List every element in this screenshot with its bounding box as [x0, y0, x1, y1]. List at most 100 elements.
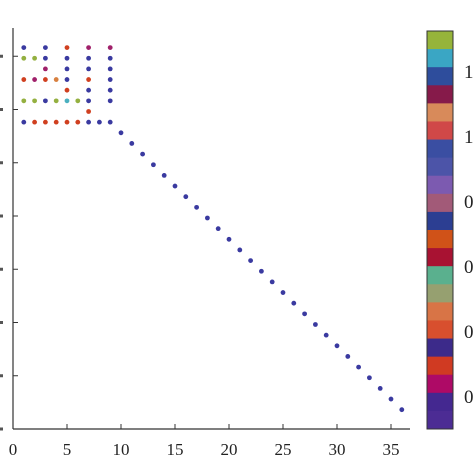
y-tick-label-fragment — [0, 427, 3, 431]
colorbar-tick-label: 1 — [464, 127, 474, 148]
data-point — [107, 119, 113, 125]
data-point — [32, 119, 37, 125]
data-point — [107, 77, 113, 82]
y-axis — [0, 54, 18, 431]
data-point — [151, 162, 156, 168]
data-point — [194, 204, 200, 210]
colorbar-tick-label: 0 — [464, 322, 474, 343]
colorbar-segment — [427, 410, 453, 430]
data-point — [313, 322, 318, 327]
data-point — [280, 290, 286, 295]
colorbar: 1 1 0 0 0 0 — [426, 30, 474, 430]
data-point — [86, 119, 91, 125]
colorbar-segment — [427, 248, 453, 267]
data-point — [86, 98, 91, 104]
data-point — [107, 98, 113, 104]
data-point — [53, 119, 59, 125]
data-point — [43, 119, 48, 125]
colorbar-tick-label: 1 — [464, 62, 474, 83]
data-point — [64, 98, 70, 104]
data-point — [259, 268, 264, 274]
y-tick-label-fragment — [0, 161, 3, 165]
y-tick-label-fragment — [0, 108, 3, 111]
data-point — [107, 45, 113, 50]
colorbar-frame — [426, 30, 454, 430]
data-point — [345, 354, 351, 359]
colorbar-segment — [427, 356, 453, 376]
colorbar-tick-label: 0 — [464, 387, 474, 408]
data-point — [237, 247, 243, 253]
colorbar-segment — [427, 49, 453, 68]
data-point — [388, 396, 394, 402]
data-point — [86, 66, 91, 72]
data-point — [205, 215, 210, 221]
data-point — [269, 279, 275, 285]
colorbar-segment — [427, 85, 453, 104]
y-tick-label-fragment — [0, 374, 3, 378]
data-point — [248, 258, 254, 263]
data-point — [32, 98, 37, 104]
y-tick-label-fragment — [0, 267, 3, 271]
data-point — [86, 77, 91, 82]
data-point — [21, 45, 27, 50]
colorbar-segment — [427, 392, 453, 412]
data-point — [107, 66, 113, 72]
data-point — [129, 141, 135, 146]
data-point — [97, 119, 102, 125]
data-point — [43, 55, 48, 61]
data-point — [215, 226, 221, 232]
y-tick-label-fragment — [0, 54, 3, 58]
data-point — [21, 77, 27, 82]
data-point — [21, 55, 27, 61]
x-tick-label: 15 — [167, 440, 184, 459]
data-point — [291, 300, 297, 306]
data-point — [75, 98, 81, 104]
colorbar-segment — [427, 211, 453, 231]
data-point — [32, 55, 37, 61]
data-point — [107, 55, 113, 61]
data-point — [64, 55, 70, 61]
colorbar-segment — [427, 266, 453, 285]
colorbar-segment — [427, 320, 453, 340]
colorbar-segment — [427, 157, 453, 177]
colorbar-segment — [427, 67, 453, 86]
data-point — [86, 87, 91, 93]
colorbar-segment — [427, 284, 453, 303]
x-tick-label: 0 — [9, 440, 18, 459]
data-point — [32, 77, 37, 82]
data-point — [75, 119, 81, 125]
data-point — [86, 55, 91, 61]
colorbar-segment — [427, 374, 453, 394]
colorbar-segment — [427, 230, 453, 249]
colorbar-tick-label: 0 — [464, 257, 474, 278]
x-tick-label: 10 — [113, 440, 130, 459]
x-tick-label: 5 — [63, 440, 72, 459]
data-point — [334, 343, 340, 349]
colorbar-segment — [427, 139, 453, 159]
scatter-points — [21, 45, 405, 413]
data-point — [86, 45, 91, 50]
data-point — [64, 66, 70, 72]
data-point — [64, 87, 70, 93]
y-tick-label-fragment — [0, 321, 3, 324]
data-point — [43, 66, 48, 72]
data-point — [323, 332, 329, 338]
data-point — [140, 151, 146, 157]
data-point — [183, 194, 189, 200]
x-axis: 0 5 10 15 20 25 30 35 — [9, 424, 400, 459]
data-point — [64, 119, 70, 125]
data-point — [302, 311, 307, 317]
data-point — [161, 173, 167, 178]
data-point — [356, 364, 361, 370]
data-point — [399, 407, 405, 413]
y-tick-label-fragment — [0, 214, 3, 218]
colorbar-tick-label: 0 — [464, 192, 474, 213]
colorbar-segment — [427, 121, 453, 141]
colorbar-segment — [427, 193, 453, 213]
colorbar-segment — [427, 175, 453, 195]
data-point — [64, 45, 70, 50]
colorbar-segment — [427, 338, 453, 358]
data-point — [107, 87, 113, 93]
data-point — [367, 375, 372, 381]
